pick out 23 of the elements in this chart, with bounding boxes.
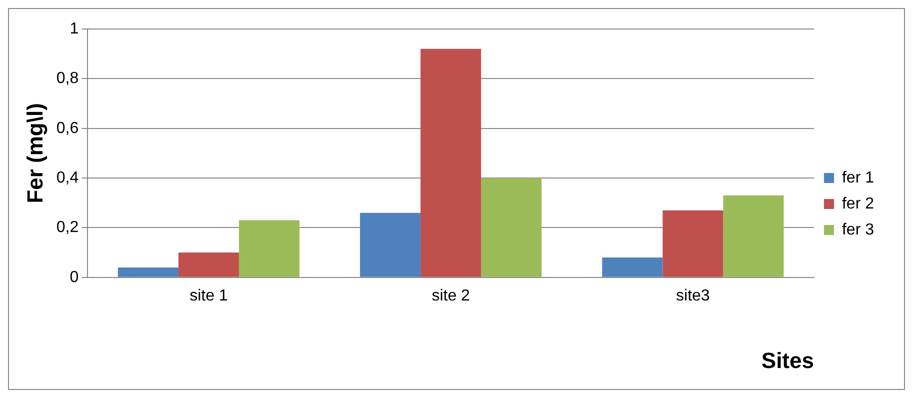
x-axis-title: Sites [761, 348, 814, 373]
legend-label: fer 2 [842, 195, 874, 212]
legend-label: fer 1 [842, 169, 874, 186]
y-axis-title: Fer (mg\l) [22, 103, 48, 204]
x-tick-label: site 1 [190, 287, 228, 304]
bar [238, 220, 300, 277]
bar [420, 48, 482, 277]
y-tick-label: 0,4 [56, 169, 79, 186]
bar [360, 212, 421, 277]
y-tick-label: 0,6 [56, 120, 79, 137]
bar [723, 195, 784, 277]
x-tick-label: site3 [676, 287, 710, 304]
y-tick-label: 1 [70, 20, 79, 38]
bar [602, 258, 663, 277]
legend-label: fer 3 [842, 221, 874, 238]
bar [662, 210, 724, 277]
bar [481, 178, 542, 277]
x-tick-label: site 2 [432, 287, 470, 304]
y-tick-label: 0,2 [56, 219, 79, 236]
y-tick-label: 0 [70, 268, 79, 286]
y-tick-label: 0,8 [56, 70, 79, 88]
bar [178, 252, 239, 277]
bar [118, 267, 178, 277]
